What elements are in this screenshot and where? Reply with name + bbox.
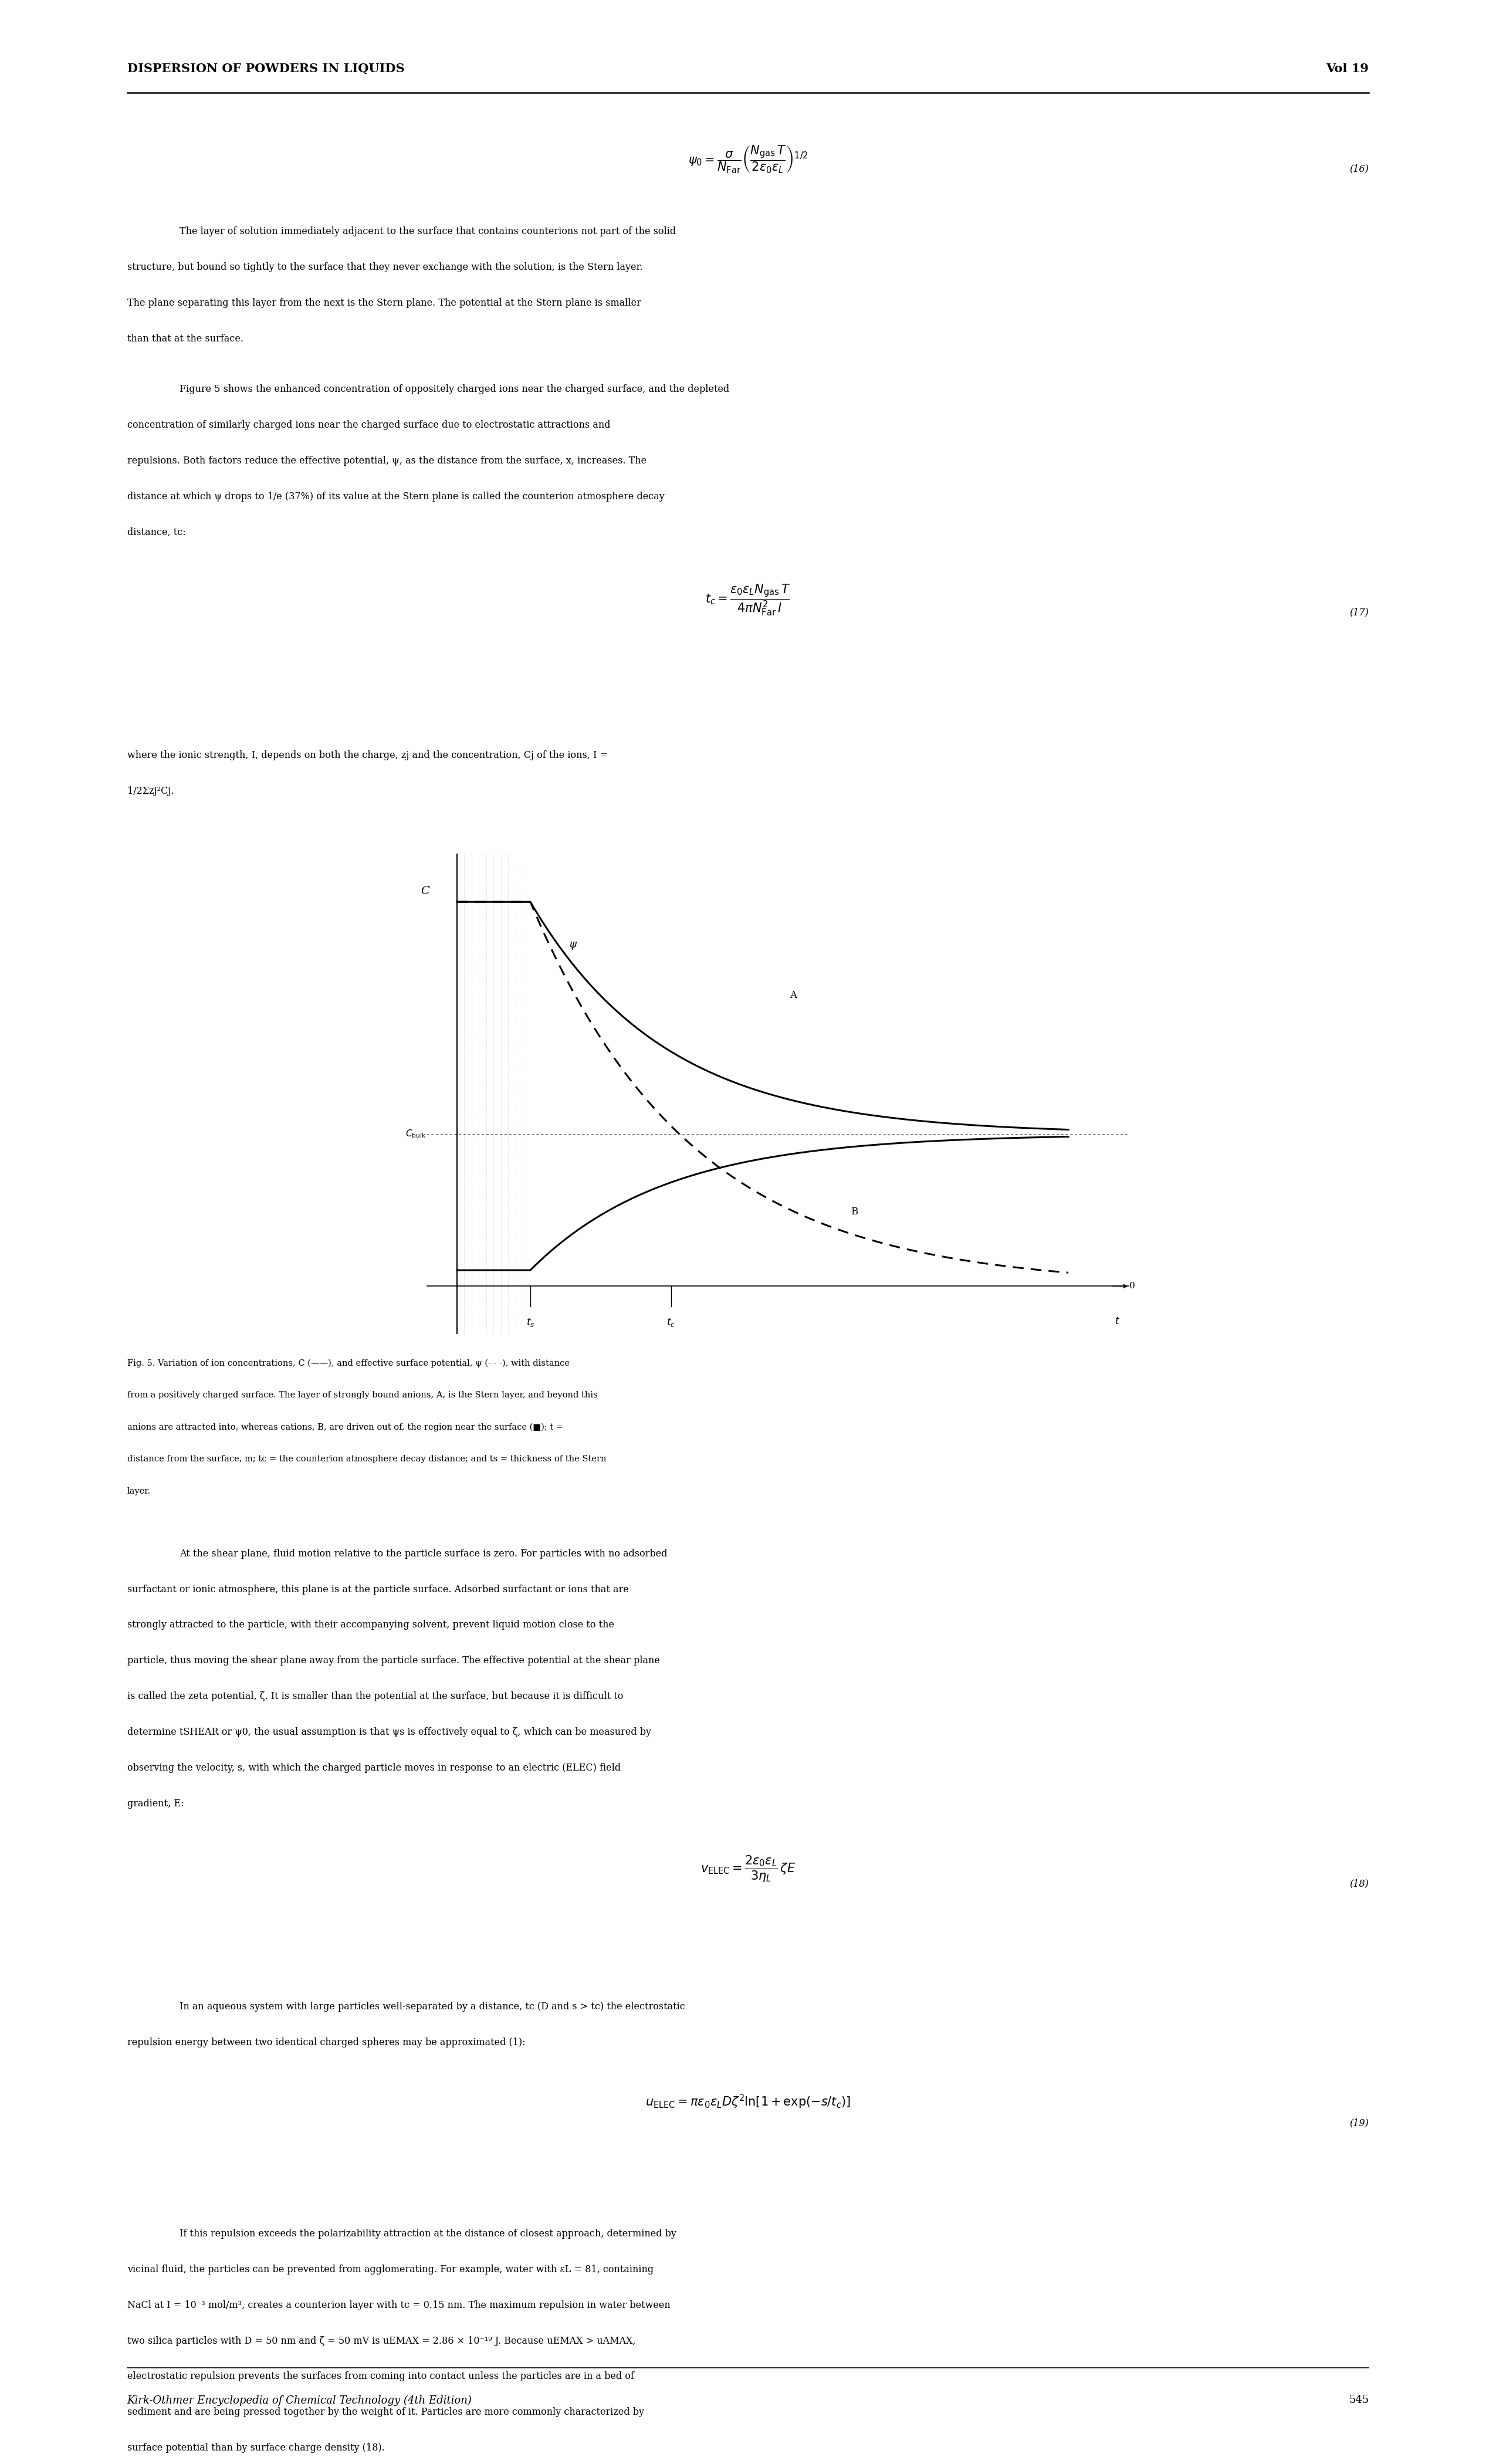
Text: The plane separating this layer from the next is the Stern plane. The potential : The plane separating this layer from the… <box>127 298 640 308</box>
Text: sediment and are being pressed together by the weight of it. Particles are more : sediment and are being pressed together … <box>127 2407 643 2417</box>
Text: $v_\mathrm{ELEC} = \dfrac{2\epsilon_0\epsilon_L}{3\eta_L}\,\zeta E$: $v_\mathrm{ELEC} = \dfrac{2\epsilon_0\ep… <box>700 1853 796 1882</box>
Text: B: B <box>851 1207 857 1217</box>
Text: $t_c$: $t_c$ <box>667 1316 675 1328</box>
Text: Figure 5 shows the enhanced concentration of oppositely charged ions near the ch: Figure 5 shows the enhanced concentratio… <box>180 384 730 394</box>
Text: 1/2Σzj²Cj.: 1/2Σzj²Cj. <box>127 786 174 796</box>
Text: gradient, E:: gradient, E: <box>127 1799 184 1809</box>
Text: (19): (19) <box>1349 2117 1369 2129</box>
Text: $u_\mathrm{ELEC} = \pi\epsilon_0\epsilon_L D\zeta^2\ln\!\left[1+\exp(-s/t_c)\rig: $u_\mathrm{ELEC} = \pi\epsilon_0\epsilon… <box>645 2092 851 2109</box>
Text: particle, thus moving the shear plane away from the particle surface. The effect: particle, thus moving the shear plane aw… <box>127 1656 660 1666</box>
Text: structure, but bound so tightly to the surface that they never exchange with the: structure, but bound so tightly to the s… <box>127 261 643 274</box>
Text: observing the velocity, s, with which the charged particle moves in response to : observing the velocity, s, with which th… <box>127 1762 621 1774</box>
Text: The layer of solution immediately adjacent to the surface that contains counteri: The layer of solution immediately adjace… <box>180 227 676 237</box>
Text: DISPERSION OF POWDERS IN LIQUIDS: DISPERSION OF POWDERS IN LIQUIDS <box>127 62 404 74</box>
Text: (18): (18) <box>1349 1878 1369 1890</box>
Text: NaCl at I = 10⁻³ mol/m³, creates a counterion layer with tc = 0.15 nm. The maxim: NaCl at I = 10⁻³ mol/m³, creates a count… <box>127 2299 670 2311</box>
Text: than that at the surface.: than that at the surface. <box>127 333 244 345</box>
Text: is called the zeta potential, ζ. It is smaller than the potential at the surface: is called the zeta potential, ζ. It is s… <box>127 1690 624 1703</box>
Text: 545: 545 <box>1349 2395 1369 2405</box>
Text: determine tSHEAR or ψ0, the usual assumption is that ψs is effectively equal to : determine tSHEAR or ψ0, the usual assump… <box>127 1727 651 1737</box>
Text: repulsion energy between two identical charged spheres may be approximated (1):: repulsion energy between two identical c… <box>127 2038 525 2048</box>
Text: electrostatic repulsion prevents the surfaces from coming into contact unless th: electrostatic repulsion prevents the sur… <box>127 2370 634 2383</box>
Text: from a positively charged surface. The layer of strongly bound anions, A, is the: from a positively charged surface. The l… <box>127 1390 597 1400</box>
Text: (17): (17) <box>1349 606 1369 618</box>
Text: surface potential than by surface charge density (18).: surface potential than by surface charge… <box>127 2442 384 2454</box>
Bar <box>456 853 530 1333</box>
Text: 0: 0 <box>1129 1281 1135 1291</box>
Text: In an aqueous system with large particles well-separated by a distance, tc (D an: In an aqueous system with large particle… <box>180 2001 685 2013</box>
Text: (16): (16) <box>1349 163 1369 175</box>
Text: vicinal fluid, the particles can be prevented from agglomerating. For example, w: vicinal fluid, the particles can be prev… <box>127 2264 654 2274</box>
Text: Kirk-Othmer Encyclopedia of Chemical Technology (4th Edition): Kirk-Othmer Encyclopedia of Chemical Tec… <box>127 2395 473 2405</box>
Text: $t_s$: $t_s$ <box>527 1316 534 1328</box>
Text: where the ionic strength, I, depends on both the charge, zj and the concentratio: where the ionic strength, I, depends on … <box>127 749 607 761</box>
Text: distance from the surface, m; tc = the counterion atmosphere decay distance; and: distance from the surface, m; tc = the c… <box>127 1454 606 1464</box>
Text: anions are attracted into, whereas cations, B, are driven out of, the region nea: anions are attracted into, whereas catio… <box>127 1422 562 1432</box>
Text: two silica particles with D = 50 nm and ζ = 50 mV is uEMAX = 2.86 × 10⁻¹⁹ J. Bec: two silica particles with D = 50 nm and … <box>127 2336 636 2346</box>
Text: repulsions. Both factors reduce the effective potential, ψ, as the distance from: repulsions. Both factors reduce the effe… <box>127 456 646 466</box>
Text: C: C <box>420 885 429 897</box>
Text: $\psi_0 = \dfrac{\sigma}{N_\mathrm{Far}} \left(\dfrac{N_\mathrm{gas}\,T}{2\epsil: $\psi_0 = \dfrac{\sigma}{N_\mathrm{Far}}… <box>688 143 808 175</box>
Text: strongly attracted to the particle, with their accompanying solvent, prevent liq: strongly attracted to the particle, with… <box>127 1619 613 1631</box>
Text: Vol 19: Vol 19 <box>1325 62 1369 74</box>
Text: concentration of similarly charged ions near the charged surface due to electros: concentration of similarly charged ions … <box>127 419 610 431</box>
Text: distance at which ψ drops to 1/e (37%) of its value at the Stern plane is called: distance at which ψ drops to 1/e (37%) o… <box>127 490 664 503</box>
Text: surfactant or ionic atmosphere, this plane is at the particle surface. Adsorbed : surfactant or ionic atmosphere, this pla… <box>127 1584 628 1594</box>
Text: Fig. 5. Variation of ion concentrations, C (——), and effective surface potential: Fig. 5. Variation of ion concentrations,… <box>127 1358 570 1368</box>
Text: distance, tc:: distance, tc: <box>127 527 186 537</box>
Text: $t_c = \dfrac{\epsilon_0\epsilon_L N_\mathrm{gas}\,T}{4\pi N_\mathrm{Far}^2\,I}$: $t_c = \dfrac{\epsilon_0\epsilon_L N_\ma… <box>706 582 790 616</box>
Text: If this repulsion exceeds the polarizability attraction at the distance of close: If this repulsion exceeds the polarizabi… <box>180 2227 676 2240</box>
Text: $C_\mathrm{bulk}$: $C_\mathrm{bulk}$ <box>405 1129 426 1138</box>
Text: A: A <box>790 991 797 1000</box>
Text: At the shear plane, fluid motion relative to the particle surface is zero. For p: At the shear plane, fluid motion relativ… <box>180 1547 667 1560</box>
Text: $\psi$: $\psi$ <box>568 941 577 951</box>
Text: layer.: layer. <box>127 1486 151 1496</box>
Text: $t$: $t$ <box>1115 1316 1121 1326</box>
